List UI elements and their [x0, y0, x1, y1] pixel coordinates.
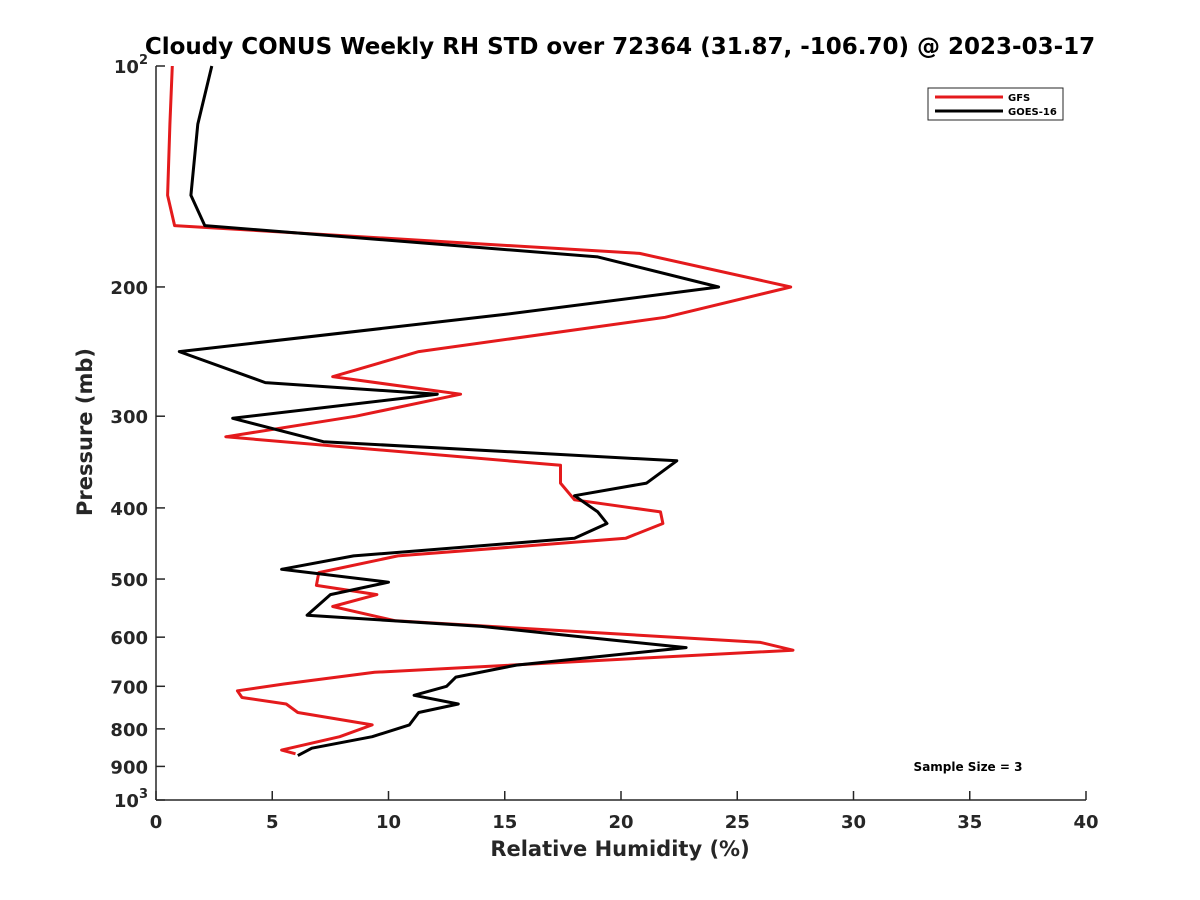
- x-tick-label: 20: [608, 812, 633, 833]
- x-tick-label: 25: [725, 812, 750, 833]
- chart-title: Cloudy CONUS Weekly RH STD over 72364 (3…: [145, 34, 1095, 60]
- y-tick-label: 600: [110, 628, 148, 649]
- plot-area: 0 5 10 15 20 25 30 35 40 102 200 300 400 500 600 700 80…: [110, 53, 1098, 833]
- legend-label: GFS: [1008, 93, 1030, 104]
- x-tick-label: 30: [841, 812, 866, 833]
- y-tick-label: 900: [110, 757, 148, 778]
- x-tick-label: 0: [150, 812, 163, 833]
- series-line-gfs: [166, 65, 795, 756]
- x-axis-label: Relative Humidity (%): [490, 837, 749, 861]
- x-tick-label: 10: [376, 812, 401, 833]
- legend-box: [927, 87, 1064, 121]
- y-tick-label: 800: [110, 720, 148, 741]
- y-tick-label: 102: [114, 53, 148, 78]
- y-axis-ticks: 102 200 300 400 500 600 700 800 900 103: [110, 53, 165, 812]
- x-tick-label: 5: [266, 812, 279, 833]
- x-axis-ticks: 0 5 10 15 20 25 30 35 40: [150, 791, 1099, 833]
- sample-size-annotation: Sample Size = 3: [914, 760, 1023, 774]
- x-tick-label: 15: [492, 812, 517, 833]
- x-tick-label: 35: [957, 812, 982, 833]
- y-tick-label: 103: [114, 787, 148, 812]
- legend: GFS GOES-16: [927, 87, 1064, 121]
- y-tick-label: 400: [110, 499, 148, 520]
- legend-label: GOES-16: [1008, 107, 1057, 118]
- series-line-goes-16: [177, 65, 721, 757]
- y-tick-label: 500: [110, 570, 148, 591]
- legend-items: GFS GOES-16: [935, 93, 1057, 118]
- x-tick-label: 40: [1073, 812, 1098, 833]
- y-axis-label: Pressure (mb): [73, 348, 97, 516]
- series-lines: [166, 65, 795, 757]
- y-tick-label: 700: [110, 677, 148, 698]
- y-tick-label: 200: [110, 278, 148, 299]
- y-tick-label: 300: [110, 407, 148, 428]
